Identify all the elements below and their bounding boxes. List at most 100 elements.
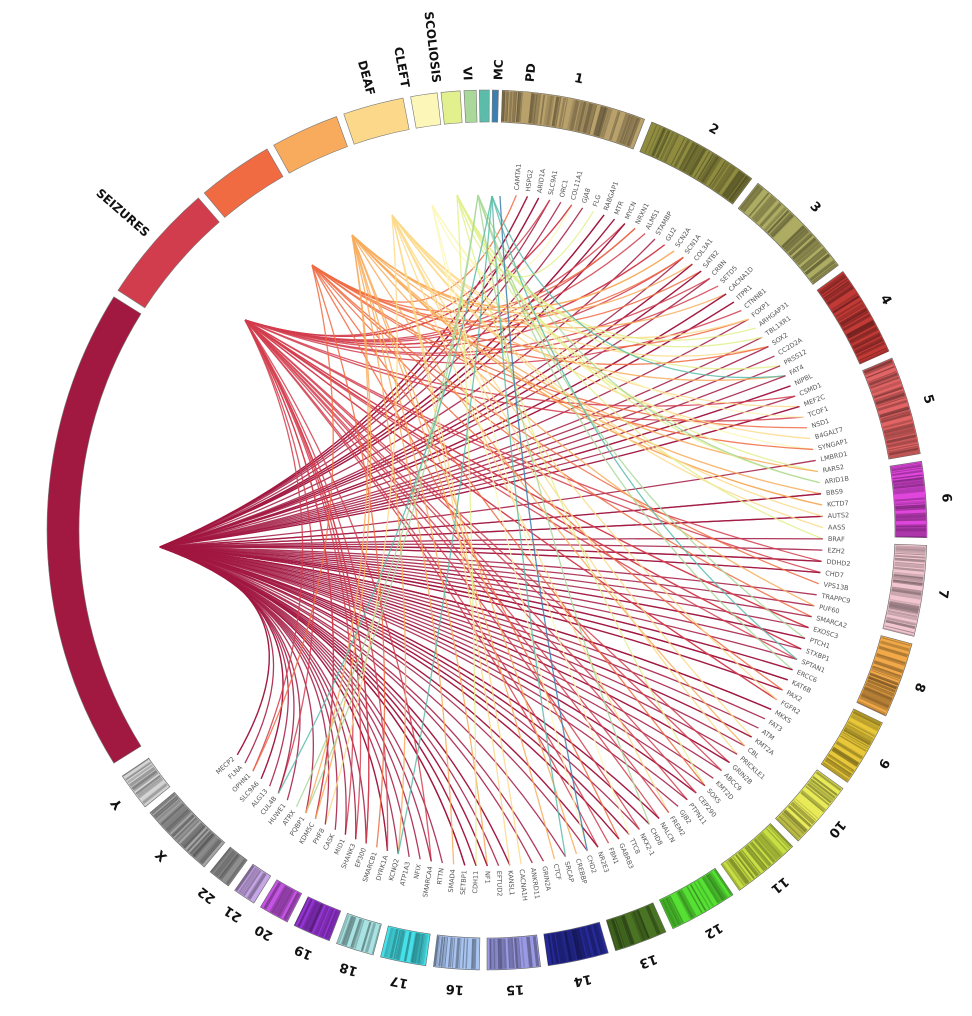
- chromosome-band: [893, 479, 924, 485]
- chord-ezh2: [159, 543, 823, 551]
- chromosome-band: [725, 173, 746, 200]
- chromosome-band: [804, 253, 830, 275]
- chromosome-band: [758, 834, 780, 859]
- gene-label: ARID1A: [535, 168, 547, 194]
- chromosome-band: [801, 790, 826, 812]
- chromosome-band: [884, 428, 915, 438]
- chromosome-band: [703, 157, 722, 185]
- chromosome-band: [888, 445, 919, 454]
- chord-bbs9: [159, 493, 822, 548]
- chromosome-band: [795, 798, 819, 819]
- chromosome-band: [628, 118, 640, 147]
- chromosome-band: [895, 545, 926, 550]
- chromosome-band: [716, 166, 734, 192]
- chromosome-22: 22: [195, 846, 248, 906]
- chromosome-label: 9: [875, 756, 893, 771]
- chromosome-band: [656, 130, 671, 159]
- chromosome-band: [567, 99, 574, 130]
- chromosome-label: 5: [920, 393, 937, 406]
- chromosome-band: [895, 549, 926, 555]
- chromosome-band: [855, 339, 884, 354]
- chromosome-label: 1: [573, 71, 585, 88]
- chromosome-band: [494, 938, 498, 969]
- chromosome-band: [547, 95, 555, 126]
- chromosome-band: [704, 875, 723, 903]
- chromosome-band: [682, 144, 699, 172]
- chromosome-label: 3: [807, 199, 824, 216]
- chord-fgfr2: [391, 214, 778, 701]
- chromosome-band: [754, 198, 776, 222]
- chromosome-band: [884, 425, 915, 436]
- chromosome-band: [889, 601, 920, 610]
- chromosome-band: [783, 809, 808, 833]
- chord-pqbp1: [305, 194, 479, 814]
- chord-ophn1: [252, 264, 334, 772]
- chromosome-band: [871, 666, 901, 679]
- chromosome-band: [886, 437, 917, 446]
- chromosome-band: [749, 841, 772, 867]
- chord-sox2: [391, 214, 769, 357]
- chromosome-band: [619, 114, 631, 144]
- chromosome-band: [771, 214, 794, 238]
- chord-fat4: [491, 195, 786, 379]
- chromosome-band: [812, 776, 838, 796]
- chord-frem2: [391, 214, 670, 813]
- chromosome-band: [633, 911, 646, 940]
- chromosome-band: [806, 782, 832, 804]
- chord-mtr: [159, 218, 616, 548]
- phenotype-segment: [440, 90, 463, 125]
- chromosome-band: [410, 932, 418, 963]
- chromosome-4: 4: [816, 270, 894, 365]
- chromosome-band: [153, 796, 177, 817]
- chord-gabrb3: [311, 264, 620, 840]
- chromosome-band: [833, 296, 860, 314]
- chromosome-band: [294, 897, 308, 925]
- gene-label: CACNA1H: [518, 869, 529, 902]
- chord-rabgap1: [159, 214, 605, 548]
- chromosome-band: [881, 637, 911, 647]
- chromosome-15: 15: [486, 934, 541, 997]
- chromosome-band: [845, 725, 873, 742]
- phenotype-segment: [117, 197, 220, 309]
- chromosome-band: [586, 925, 598, 956]
- chord-kctd7: [351, 234, 823, 506]
- chromosome-band: [755, 837, 777, 862]
- chromosome-band: [273, 887, 289, 914]
- chromosome-band: [210, 848, 233, 874]
- chromosome-band: [850, 327, 878, 345]
- chord-mecp2: [159, 546, 270, 756]
- chromosome-band: [729, 857, 750, 884]
- chromosome-band: [832, 746, 860, 765]
- chromosome-band: [577, 928, 587, 959]
- chromosome-band: [818, 273, 846, 294]
- phenotype-label: VI: [460, 66, 475, 80]
- chromosome-band: [860, 693, 890, 709]
- chromosome-band: [840, 735, 867, 752]
- chord-kdm5c: [244, 319, 335, 820]
- chromosome-band: [767, 210, 789, 234]
- chromosome-band: [616, 113, 628, 143]
- chromosome-band: [473, 938, 477, 969]
- chromosome-3: 3: [737, 182, 839, 285]
- chord-bbs9: [351, 234, 822, 495]
- chromosome-band: [850, 715, 879, 732]
- gene-label: CHD2: [585, 854, 598, 874]
- chromosome-band: [741, 849, 761, 874]
- chord-smarca2: [311, 264, 812, 618]
- chord-kmt2a: [391, 214, 753, 738]
- phenotype-segment: [46, 296, 142, 764]
- chromosome-17: 17: [380, 925, 431, 991]
- chromosome-band: [724, 172, 743, 198]
- chord-puf60: [159, 546, 815, 607]
- chromosome-band: [696, 880, 715, 907]
- chromosome-band: [135, 774, 161, 794]
- chromosome-label: 15: [506, 981, 525, 997]
- chromosome-band: [878, 645, 909, 658]
- chromosome-band: [449, 937, 454, 968]
- chromosome-band: [753, 838, 776, 863]
- chord-nalcn: [244, 319, 660, 819]
- chromosome-band: [465, 938, 469, 969]
- chord-mid1: [244, 319, 354, 835]
- gene-label: BRAF: [828, 535, 845, 543]
- chromosome-band: [343, 916, 357, 946]
